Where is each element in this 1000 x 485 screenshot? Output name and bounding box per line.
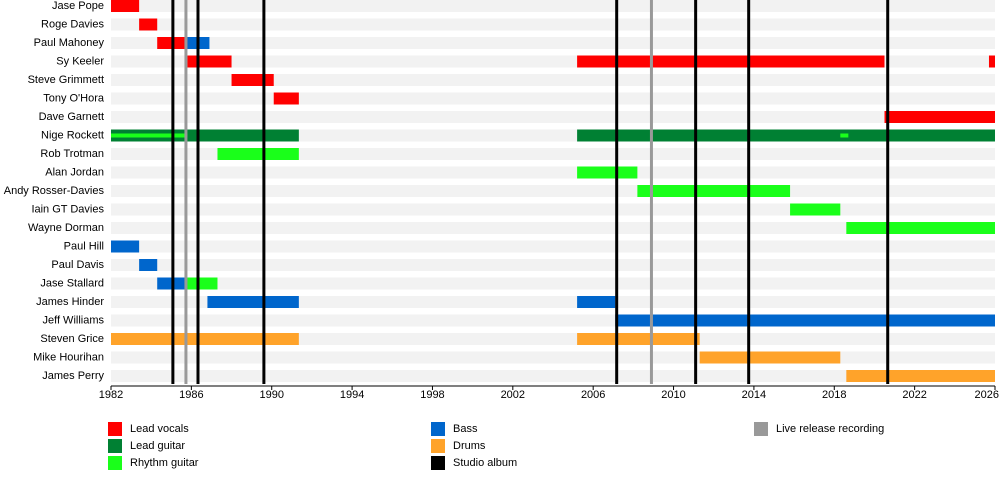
- tenure-bar: [187, 277, 218, 290]
- tenure-bar: [217, 148, 299, 160]
- member-name: Paul Mahoney: [34, 37, 105, 49]
- tenure-bar: [846, 370, 995, 382]
- tenure-bar: [187, 55, 232, 68]
- tenure-bar: [139, 18, 158, 31]
- member-name: Andy Rosser-Davies: [4, 185, 105, 197]
- x-tick-label: 1990: [259, 389, 283, 401]
- tenure-bar: [577, 333, 700, 345]
- row-background: [111, 185, 995, 197]
- member-name: Mike Hourihan: [33, 351, 104, 363]
- member-name: Steve Grimmett: [28, 74, 104, 86]
- x-tick-label: 2026: [975, 389, 999, 401]
- tenure-bar: [884, 111, 995, 123]
- row-background: [111, 277, 995, 290]
- row-background: [111, 259, 995, 271]
- tenure-bar: [846, 222, 995, 234]
- legend-swatch: [431, 439, 445, 453]
- legend-swatch: [108, 456, 122, 470]
- member-name: Jeff Williams: [42, 314, 104, 326]
- legend-label: Bass: [453, 423, 478, 435]
- row-background: [111, 370, 995, 382]
- x-tick-label: 2006: [581, 389, 605, 401]
- row-background: [111, 296, 995, 308]
- tenure-bar: [207, 296, 299, 308]
- tenure-bar: [139, 259, 158, 271]
- legend-swatch: [431, 422, 445, 436]
- member-name: Iain GT Davies: [31, 203, 104, 215]
- x-tick-label: 2010: [661, 389, 685, 401]
- row-background: [111, 240, 995, 253]
- tenure-bar: [111, 129, 299, 142]
- tenure-bar: [111, 333, 299, 345]
- tenure-bar: [273, 92, 299, 105]
- x-tick-label: 1994: [340, 389, 364, 401]
- row-background: [111, 222, 995, 234]
- member-name: Roge Davies: [41, 18, 104, 30]
- tenure-bar: [577, 166, 638, 179]
- tenure-bar: [231, 74, 274, 86]
- member-name: Alan Jordan: [45, 166, 104, 178]
- row-background: [111, 18, 995, 31]
- row-background: [111, 166, 995, 179]
- member-name: James Perry: [42, 370, 104, 382]
- member-name: Tony O'Hora: [43, 92, 105, 104]
- member-name: Jase Stallard: [40, 277, 104, 289]
- tenure-bar: [577, 296, 616, 308]
- member-name: Rob Trotman: [40, 148, 104, 160]
- row-background: [111, 148, 995, 160]
- x-tick-label: 1986: [179, 389, 203, 401]
- member-name: James Hinder: [36, 296, 104, 308]
- member-name: Paul Hill: [64, 240, 104, 252]
- tenure-bar: [699, 351, 841, 364]
- tenure-bar: [577, 55, 885, 68]
- legend-swatch: [108, 422, 122, 436]
- row-background: [111, 0, 995, 12]
- member-name: Paul Davis: [51, 259, 104, 271]
- legend-swatch: [754, 422, 768, 436]
- tenure-bar: [577, 129, 995, 142]
- tenure-bar: [790, 203, 841, 216]
- row-background: [111, 92, 995, 105]
- x-tick-label: 2014: [742, 389, 766, 401]
- tenure-bar: [615, 314, 995, 327]
- row-background: [111, 351, 995, 364]
- legend-label: Studio album: [453, 457, 517, 469]
- tenure-bar: [840, 133, 849, 138]
- x-tick-label: 2018: [822, 389, 846, 401]
- member-name: Steven Grice: [40, 333, 104, 345]
- legend-swatch: [431, 456, 445, 470]
- legend-label: Live release recording: [776, 423, 884, 435]
- member-name: Sy Keeler: [56, 55, 104, 67]
- member-name: Nige Rockett: [41, 129, 104, 141]
- x-tick-label: 1998: [420, 389, 444, 401]
- row-background: [111, 203, 995, 216]
- legend-label: Lead vocals: [130, 423, 189, 435]
- x-tick-label: 2022: [902, 389, 926, 401]
- member-name: Wayne Dorman: [28, 222, 104, 234]
- legend-label: Lead guitar: [130, 440, 185, 452]
- member-name: Jase Pope: [52, 0, 104, 12]
- row-background: [111, 111, 995, 123]
- row-background: [111, 333, 995, 345]
- row-background: [111, 74, 995, 86]
- tenure-bar: [111, 240, 140, 253]
- row-background: [111, 37, 995, 49]
- x-tick-label: 2002: [501, 389, 525, 401]
- legend-label: Rhythm guitar: [130, 457, 199, 469]
- legend-swatch: [108, 439, 122, 453]
- legend-label: Drums: [453, 440, 486, 452]
- member-name: Dave Garnett: [39, 111, 104, 123]
- x-tick-label: 1982: [99, 389, 123, 401]
- tenure-bar: [111, 133, 188, 138]
- tenure-bar: [988, 55, 995, 68]
- tenure-bar: [637, 185, 791, 197]
- tenure-bar: [111, 0, 140, 12]
